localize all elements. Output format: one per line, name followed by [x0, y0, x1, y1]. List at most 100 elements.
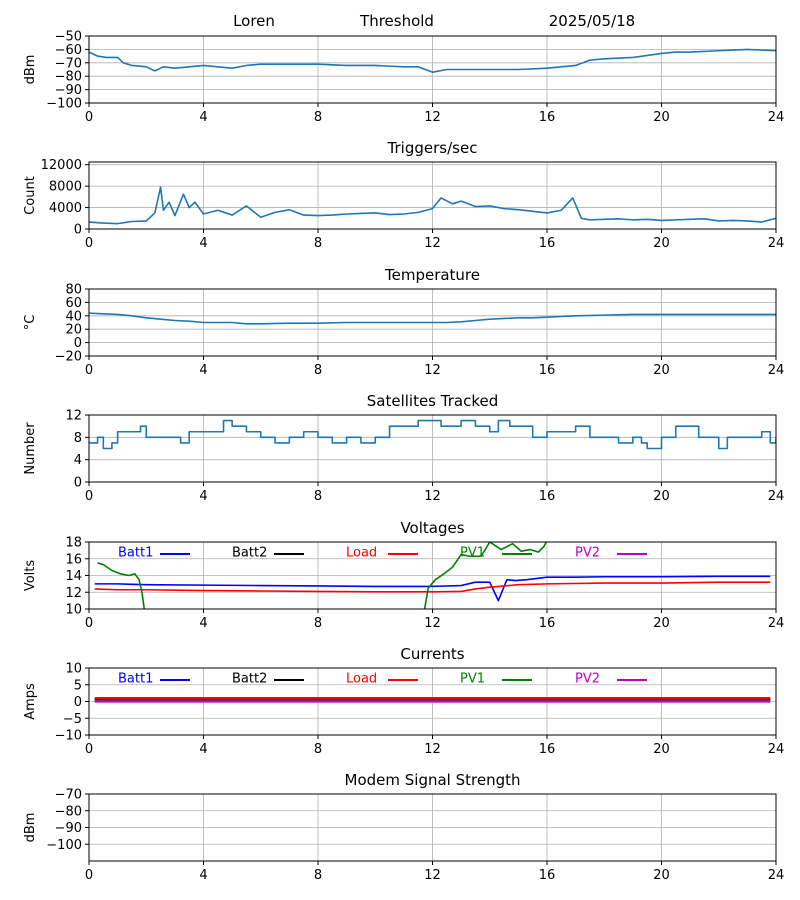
y-axis-label: Volts — [23, 560, 38, 592]
y-tick-label: 80 — [65, 283, 82, 298]
x-tick-label: 8 — [314, 110, 322, 125]
x-tick-label: 4 — [199, 868, 207, 883]
panel-title: Currents — [400, 645, 464, 663]
chart-panel-4: 0 4 8 12 16 20 24 0 4 8 12 Satellites Tracked Number — [23, 392, 784, 504]
y-tick-label: 5 — [74, 678, 82, 693]
series-line-pv1 — [97, 542, 548, 609]
x-tick-label: 0 — [85, 742, 93, 757]
series-line — [89, 419, 776, 450]
legend-label-pv2: PV2 — [575, 546, 600, 561]
y-tick-label: −100 — [46, 838, 82, 853]
y-axis-label: Count — [23, 176, 38, 215]
x-tick-label: 20 — [653, 742, 670, 757]
y-tick-label: 12 — [65, 409, 82, 424]
y-tick-label: 0 — [74, 336, 82, 351]
x-tick-label: 8 — [314, 363, 322, 378]
y-tick-label: 12000 — [41, 158, 82, 173]
header-date: 2025/05/18 — [549, 12, 635, 30]
x-tick-label: 4 — [199, 110, 207, 125]
y-tick-label: 0 — [74, 695, 82, 710]
y-tick-label: −10 — [55, 729, 82, 744]
y-tick-label: 14 — [65, 569, 82, 584]
y-axis-label: Number — [23, 422, 38, 475]
y-tick-label: −80 — [55, 70, 82, 85]
y-axis-label: dBm — [23, 813, 38, 843]
y-tick-label: −90 — [55, 83, 82, 98]
y-tick-label: 20 — [65, 323, 82, 338]
x-tick-label: 16 — [539, 489, 556, 504]
y-tick-label: −90 — [55, 821, 82, 836]
x-tick-label: 0 — [85, 489, 93, 504]
y-axis-label: dBm — [23, 55, 38, 85]
plot-area — [89, 419, 776, 450]
plot-area — [89, 186, 776, 225]
header-label: Threshold — [359, 12, 434, 30]
x-tick-label: 16 — [539, 742, 556, 757]
series-line — [89, 312, 776, 325]
plot-area — [89, 48, 776, 73]
chart-panel-7: 0 4 8 12 16 20 24 −100 −90 −80−70 Modem Signal Str… — [23, 771, 784, 883]
x-tick-label: 0 — [85, 110, 93, 125]
x-tick-label: 0 — [85, 363, 93, 378]
series-line-batt1 — [94, 575, 771, 602]
y-tick-label: 12 — [65, 586, 82, 601]
legend-label-pv1: PV1 — [460, 546, 485, 561]
x-tick-label: 4 — [199, 742, 207, 757]
x-tick-label: 12 — [424, 868, 441, 883]
x-tick-label: 16 — [539, 616, 556, 631]
y-tick-label: −5 — [63, 712, 82, 727]
legend-label-pv1: PV1 — [460, 672, 485, 687]
x-tick-label: 8 — [314, 868, 322, 883]
x-tick-label: 24 — [768, 236, 785, 251]
x-tick-label: 24 — [768, 110, 785, 125]
panel-title: Triggers/sec — [387, 139, 478, 157]
legend-label-pv2: PV2 — [575, 672, 600, 687]
x-tick-label: 12 — [424, 363, 441, 378]
x-tick-label: 16 — [539, 236, 556, 251]
x-tick-label: 20 — [653, 616, 670, 631]
series-line — [89, 48, 776, 73]
x-tick-label: 24 — [768, 489, 785, 504]
x-tick-label: 20 — [653, 489, 670, 504]
panel-title: Modem Signal Strength — [345, 771, 521, 789]
legend-label-batt2: Batt2 — [232, 546, 267, 561]
y-tick-label: 16 — [65, 552, 82, 567]
x-tick-label: 16 — [539, 110, 556, 125]
y-tick-label: 18 — [65, 536, 82, 551]
x-tick-label: 20 — [653, 868, 670, 883]
y-tick-label: 40 — [65, 309, 82, 324]
station-name: Loren — [233, 12, 275, 30]
x-tick-label: 8 — [314, 742, 322, 757]
y-tick-label: −100 — [46, 97, 82, 112]
x-tick-label: 8 — [314, 236, 322, 251]
legend-label-batt1: Batt1 — [118, 672, 153, 687]
x-tick-label: 12 — [424, 616, 441, 631]
y-tick-label: 4 — [74, 453, 82, 468]
legend-label-batt2: Batt2 — [232, 672, 267, 687]
plot-area — [89, 312, 776, 325]
y-tick-label: 60 — [65, 296, 82, 311]
y-tick-label: 10 — [65, 603, 82, 618]
panel-title: Satellites Tracked — [367, 392, 498, 410]
x-tick-label: 12 — [424, 742, 441, 757]
x-tick-label: 0 — [85, 868, 93, 883]
y-tick-label: 8 — [74, 431, 82, 446]
legend-label-load: Load — [346, 672, 377, 687]
y-tick-label: −50 — [55, 30, 82, 45]
y-axis-label: Amps — [23, 683, 38, 720]
y-tick-label: 0 — [74, 223, 82, 238]
x-tick-label: 8 — [314, 616, 322, 631]
x-tick-label: 12 — [424, 110, 441, 125]
panel-title: Voltages — [400, 519, 464, 537]
y-tick-label: −70 — [55, 788, 82, 803]
chart-panel-2: 0 4 8 12 16 20 24 0 4000 8000 12000 Triggers/sec Cou… — [23, 139, 784, 251]
x-tick-label: 8 — [314, 489, 322, 504]
x-tick-label: 24 — [768, 868, 785, 883]
x-tick-label: 0 — [85, 616, 93, 631]
y-tick-label: 0 — [74, 476, 82, 491]
x-tick-label: 12 — [424, 236, 441, 251]
y-tick-label: −80 — [55, 804, 82, 819]
y-tick-label: −60 — [55, 43, 82, 58]
